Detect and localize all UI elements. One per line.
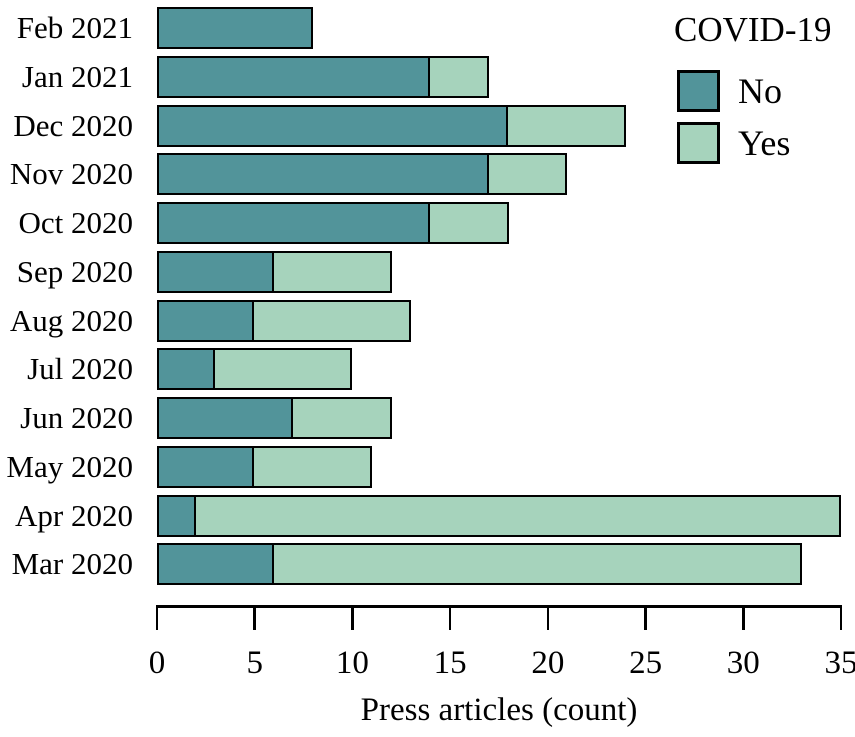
bar-segment-yes — [506, 104, 627, 147]
category-label: Sep 2020 — [16, 253, 133, 289]
bar-segment-yes — [428, 202, 509, 244]
x-axis-tick-label: 20 — [531, 645, 565, 681]
legend-swatch-no — [677, 70, 720, 112]
bar-segment-no — [157, 104, 509, 147]
category-label: Nov 2020 — [9, 156, 133, 192]
x-axis-tick-label: 35 — [824, 645, 855, 681]
legend-label-no: No — [738, 71, 782, 111]
bar-segment-yes — [428, 55, 490, 98]
bar-segment-no — [157, 299, 255, 342]
x-axis-tick-label: 10 — [335, 645, 369, 681]
legend-label-yes: Yes — [738, 123, 791, 163]
category-label: Dec 2020 — [13, 107, 133, 143]
x-axis-tick — [448, 605, 452, 630]
category-label: Aug 2020 — [9, 302, 133, 338]
category-label: Feb 2021 — [16, 10, 133, 45]
bar-segment-yes — [291, 397, 392, 439]
bar-segment-no — [157, 397, 294, 439]
bar-segment-no — [157, 445, 255, 488]
bar-segment-no — [157, 153, 490, 196]
x-axis-tick — [351, 605, 354, 630]
bar-segment-no — [157, 348, 216, 391]
x-axis-title: Press articles (count) — [360, 692, 638, 728]
category-label: Jul 2020 — [27, 351, 133, 387]
bar-segment-no — [157, 250, 275, 293]
category-label: Jan 2021 — [21, 58, 133, 94]
category-label: Oct 2020 — [18, 205, 133, 240]
bar-segment-no — [157, 494, 197, 537]
bar-segment-yes — [271, 543, 802, 586]
bar-segment-yes — [252, 445, 372, 488]
legend: COVID-19 No Yes — [670, 10, 850, 164]
category-label: Mar 2020 — [11, 546, 133, 582]
legend-item-no: No — [677, 70, 782, 112]
x-axis-tick-label: 30 — [726, 645, 760, 681]
legend-swatch-yes — [677, 122, 720, 164]
x-axis-tick — [546, 605, 550, 630]
bar-segment-yes — [213, 348, 353, 391]
bar-segment-yes — [486, 153, 568, 196]
category-label: Apr 2020 — [15, 497, 133, 533]
category-label: May 2020 — [6, 448, 133, 484]
x-axis-tick-label: 15 — [433, 645, 467, 681]
legend-item-yes: Yes — [677, 122, 790, 164]
bar-segment-no — [157, 202, 431, 244]
x-axis-tick — [839, 605, 843, 630]
bar-segment-no — [157, 55, 431, 98]
x-axis-tick-label: 0 — [148, 645, 166, 681]
bar-segment-yes — [252, 299, 412, 342]
bar-segment-yes — [193, 494, 841, 537]
x-axis-line — [155, 605, 843, 608]
x-axis-tick — [253, 605, 256, 630]
bar-segment-no — [157, 543, 275, 586]
x-axis-tick — [742, 605, 745, 630]
category-label: Jun 2020 — [20, 400, 133, 435]
legend-title: COVID-19 — [674, 10, 832, 49]
x-axis-tick — [644, 605, 647, 630]
bar-segment-no — [157, 7, 314, 49]
bar-segment-yes — [271, 250, 392, 293]
x-axis-tick — [155, 605, 159, 630]
x-axis-tick-label: 5 — [246, 645, 263, 681]
x-axis-tick-label: 25 — [629, 645, 663, 681]
